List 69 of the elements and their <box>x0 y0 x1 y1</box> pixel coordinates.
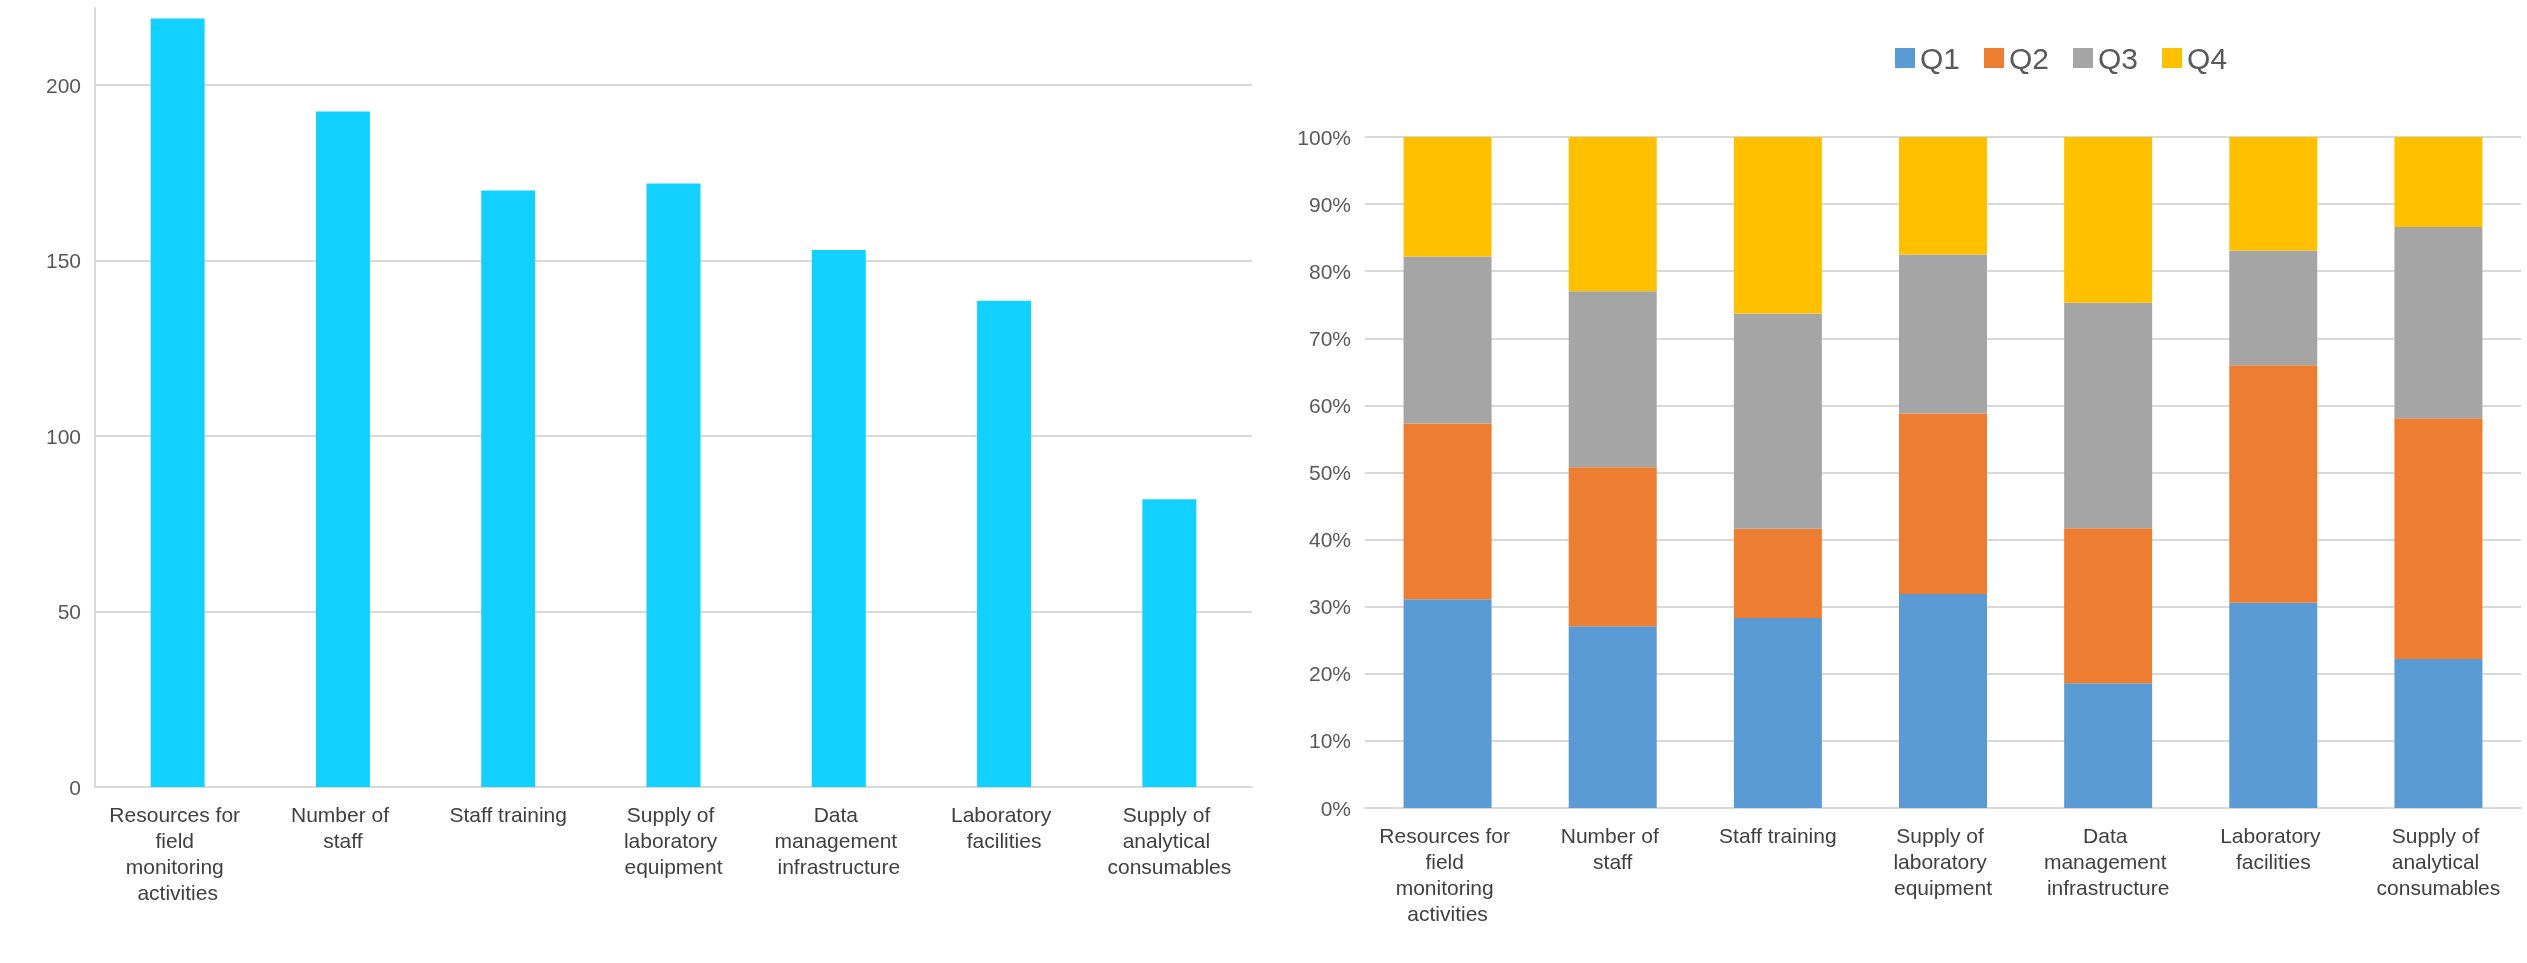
bar <box>2394 137 2483 227</box>
x-tick-label: Staff training <box>1719 823 1837 847</box>
bar <box>1733 313 1822 529</box>
bar <box>2064 137 2153 303</box>
y-tick-label: 70% <box>1308 326 1351 350</box>
x-tick-label: Supply of analytical consumables <box>1107 802 1232 878</box>
bar <box>2064 528 2153 684</box>
y-tick-label: 80% <box>1308 259 1351 283</box>
y-tick-label: 90% <box>1308 192 1351 216</box>
bar <box>646 183 701 787</box>
bar <box>1568 137 1657 292</box>
bar <box>2394 659 2483 808</box>
y-tick-label: 0 <box>69 775 81 799</box>
x-tick-label: Data management infrastructure <box>2043 823 2173 899</box>
bar <box>1403 599 1492 808</box>
y-tick-label: 50% <box>1308 461 1351 484</box>
bar <box>1403 423 1492 600</box>
y-tick-label: 200 <box>45 73 81 97</box>
y-tick-label: 60% <box>1308 393 1351 417</box>
x-tick-label: Number of staff <box>1560 823 1665 873</box>
bar <box>2394 418 2483 660</box>
bar <box>977 300 1032 787</box>
bar <box>481 190 536 787</box>
bar <box>315 111 370 787</box>
x-tick-label: Supply of laboratory equipment <box>1893 823 1993 899</box>
bar <box>1733 137 1822 314</box>
bar <box>1568 626 1657 808</box>
bar <box>1899 254 1987 414</box>
bar <box>1568 467 1657 627</box>
bar <box>1403 137 1492 257</box>
y-tick-label: 20% <box>1308 662 1351 686</box>
bar <box>2229 250 2318 366</box>
bar <box>2064 683 2153 808</box>
bar <box>150 18 205 787</box>
bar <box>1403 256 1492 424</box>
bar <box>1899 593 1987 808</box>
x-tick-label: Laboratory facilities <box>2220 823 2327 873</box>
x-tick-label: Resources for field monitoring activities <box>1379 823 1516 925</box>
y-tick-label: 10% <box>1308 729 1351 753</box>
x-tick-label: Number of staff <box>290 802 395 852</box>
bar <box>1733 528 1822 619</box>
bar <box>1899 137 1987 255</box>
y-tick-label: 100% <box>1297 125 1351 149</box>
y-tick-label: 30% <box>1308 595 1351 619</box>
x-tick-label: Staff training <box>449 802 567 826</box>
bar <box>1142 499 1197 787</box>
x-tick-label: Supply of analytical consumables <box>2376 823 2501 899</box>
bar <box>2229 602 2318 808</box>
bar <box>1733 618 1822 808</box>
bar <box>2394 226 2483 419</box>
bar <box>2229 137 2318 251</box>
bar <box>1899 413 1987 594</box>
bar <box>811 250 866 787</box>
legend-label: Q3 <box>2098 41 2139 75</box>
legend-label: Q2 <box>2009 41 2050 75</box>
bar <box>2229 365 2318 603</box>
bar <box>2064 302 2153 529</box>
x-tick-label: Laboratory facilities <box>950 802 1058 852</box>
y-tick-label: 0% <box>1320 796 1351 820</box>
legend-label: Q1 <box>1920 41 1961 75</box>
x-tick-label: Supply of laboratory equipment <box>623 802 724 878</box>
y-tick-label: 100 <box>45 424 81 448</box>
legend-label: Q4 <box>2187 41 2228 75</box>
x-tick-label: Data management infrastructure <box>774 802 903 878</box>
x-tick-label: Resources for field monitoring activities <box>109 802 246 904</box>
y-tick-label: 40% <box>1308 528 1351 552</box>
y-tick-label: 150 <box>45 249 81 273</box>
y-tick-label: 50 <box>57 600 81 624</box>
bar <box>1568 291 1657 468</box>
